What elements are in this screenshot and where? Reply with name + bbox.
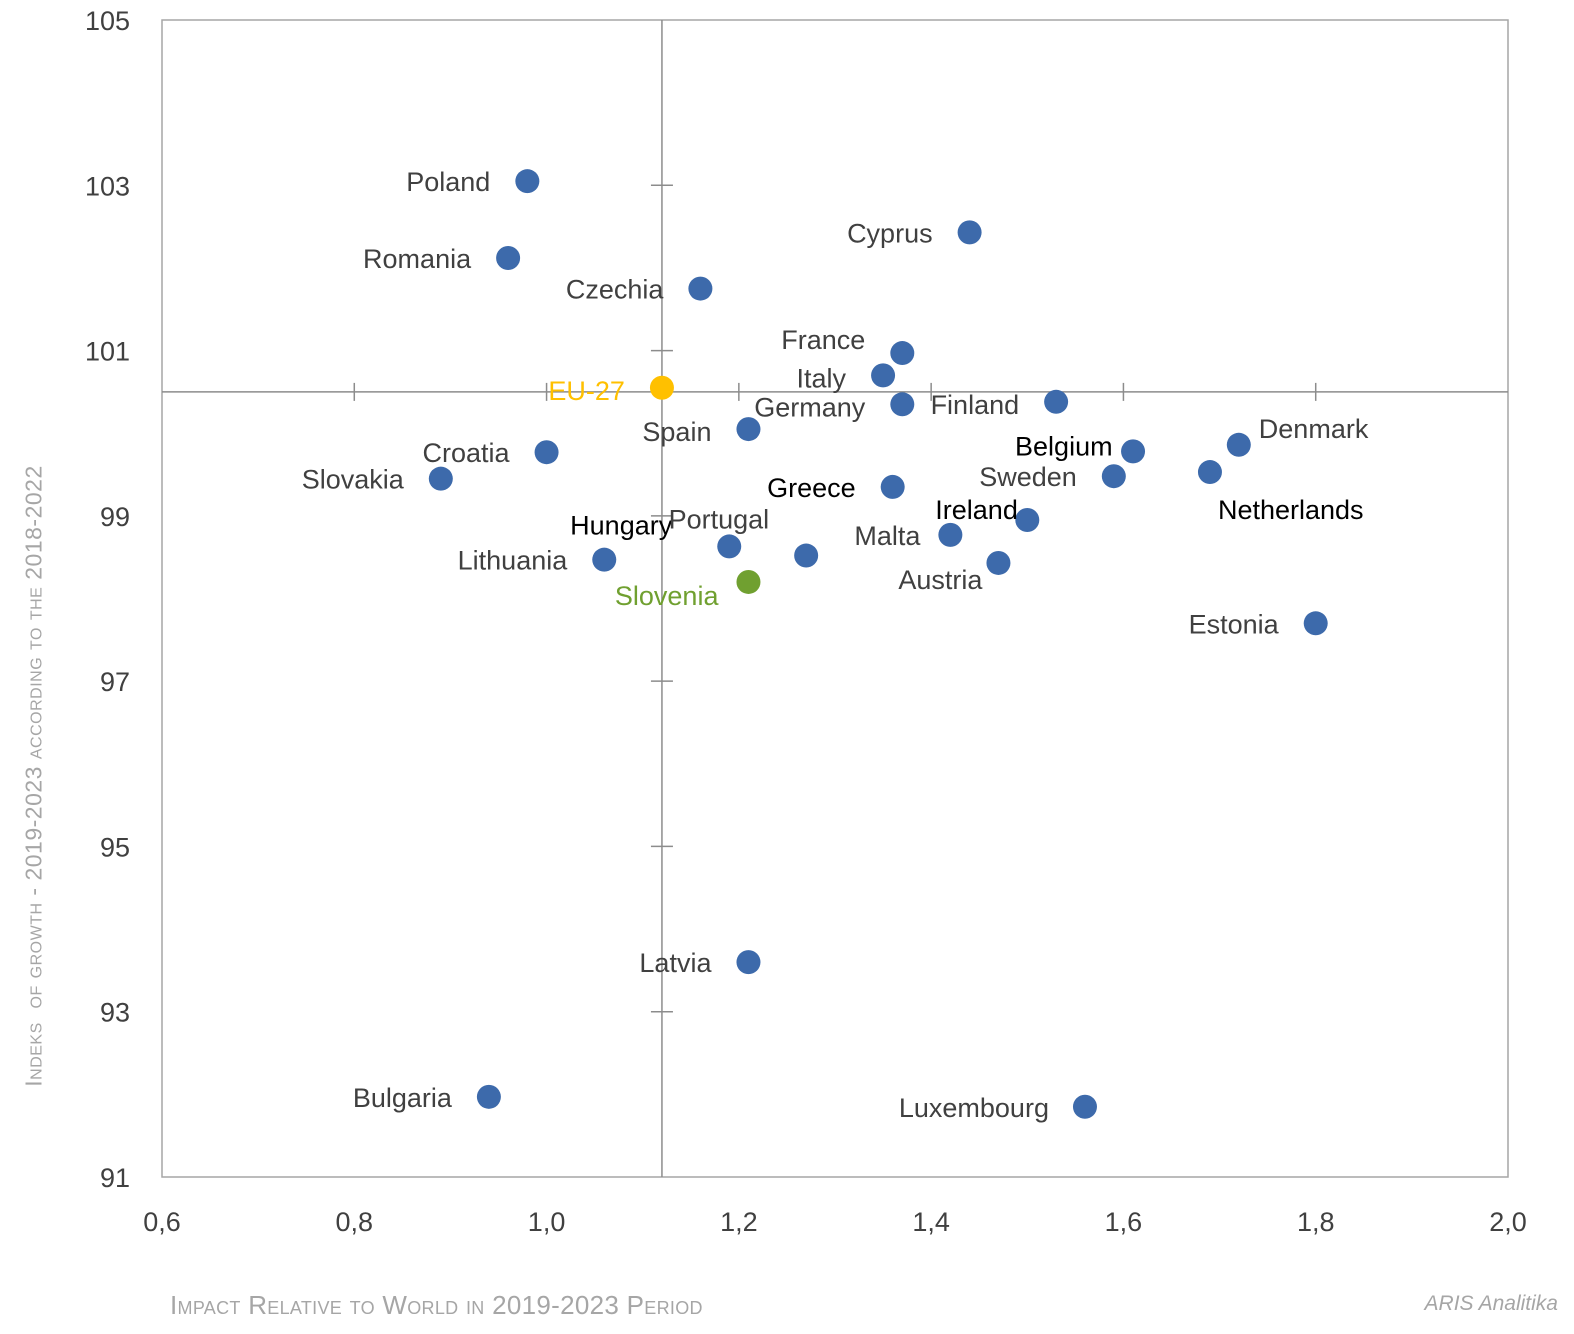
y-tick-label: 91 [100,1163,130,1193]
x-tick-label: 1,6 [1105,1207,1143,1237]
y-tick-label: 101 [85,337,130,367]
y-tick-label: 105 [85,6,130,36]
data-point-sweden [1101,464,1126,489]
point-label-portugal: Portugal [669,505,770,535]
y-tick-label: 95 [100,832,130,862]
data-point-eu-27 [649,375,674,400]
point-label-spain: Spain [642,417,711,447]
data-point-latvia [736,950,761,975]
point-label-greece: Greece [767,473,856,503]
reference-lines [162,20,1508,1177]
data-point-greece [880,474,905,499]
data-point-cyprus [957,220,982,245]
tick-labels: 0,6 0,8 1,0 1,2 1,4 1,6 1,8 2,0 91 93 95 97 99 101 103… [85,6,1527,1237]
point-label-germany: Germany [754,392,866,422]
x-axis-title: Impact Relative to World in 2019-2023 Pe… [170,1290,703,1320]
y-tick-label: 97 [100,667,130,697]
point-label-belgium: Belgium [1015,431,1113,461]
point-label-luxembourg: Luxembourg [899,1093,1049,1123]
source-credit: ARIS Analitika [1424,1292,1558,1315]
point-label-sweden: Sweden [979,462,1077,492]
point-label-cyprus: Cyprus [847,218,933,248]
data-point-austria [986,550,1011,575]
point-label-slovenia: Slovenia [615,581,720,611]
data-point-luxembourg [1072,1094,1097,1119]
data-point-germany [890,392,915,417]
data-point-poland [515,169,540,194]
data-point-belgium [1121,439,1146,464]
point-label-italy: Italy [797,363,847,393]
point-label-ireland: Ireland [935,495,1018,525]
data-point-ireland [1015,507,1040,532]
point-label-hungary: Hungary [570,510,673,540]
point-label-latvia: Latvia [639,948,712,978]
data-point-hungary [717,534,742,559]
data-point-croatia [534,440,559,465]
y-tick-label: 99 [100,502,130,532]
point-label-croatia: Croatia [423,438,511,468]
point-label-romania: Romania [363,244,472,274]
point-label-czechia: Czechia [566,275,665,305]
data-point-slovakia [428,466,453,491]
data-point-denmark [1226,432,1251,457]
data-point-malta [938,522,963,547]
x-tick-label: 1,4 [912,1207,950,1237]
plot-frame [161,19,1509,1178]
chart-axes [161,19,1509,1178]
data-point-finland [1044,389,1069,414]
point-label-estonia: Estonia [1189,609,1280,639]
point-label-france: France [781,325,865,355]
point-label-slovakia: Slovakia [302,465,405,495]
point-label-netherlands: Netherlands [1218,495,1364,525]
data-point-czechia [688,276,713,301]
y-tick-label: 93 [100,998,130,1028]
data-point-romania [496,246,521,271]
data-point-estonia [1303,611,1328,636]
point-label-finland: Finland [931,390,1020,420]
point-label-poland: Poland [406,167,490,197]
point-labels: Poland Romania Cyprus Czechia France Italy EU-… [302,167,1369,1123]
y-tick-label: 103 [85,171,130,201]
x-tick-label: 0,8 [336,1207,374,1237]
point-label-denmark: Denmark [1259,414,1369,444]
y-axis-title: Indeks of growth - 2019-2023 according t… [20,465,47,1087]
point-label-lithuania: Lithuania [458,546,569,576]
point-label-bulgaria: Bulgaria [353,1083,453,1113]
data-point-france [890,341,915,366]
data-point-bulgaria [476,1084,501,1109]
point-label-eu-27: EU-27 [548,376,625,406]
data-point-spain [736,417,761,442]
x-tick-label: 1,2 [720,1207,758,1237]
x-tick-label: 0,6 [143,1207,181,1237]
data-point-italy [871,363,896,388]
x-tick-label: 2,0 [1489,1207,1527,1237]
point-label-malta: Malta [854,521,921,551]
data-point-lithuania [592,547,617,572]
point-label-austria: Austria [898,565,983,595]
data-point-slovenia [736,569,761,594]
x-tick-label: 1,8 [1297,1207,1335,1237]
x-tick-label: 1,0 [528,1207,566,1237]
data-points [428,169,1328,1119]
data-point-portugal [794,543,819,568]
data-point-netherlands [1197,460,1222,485]
